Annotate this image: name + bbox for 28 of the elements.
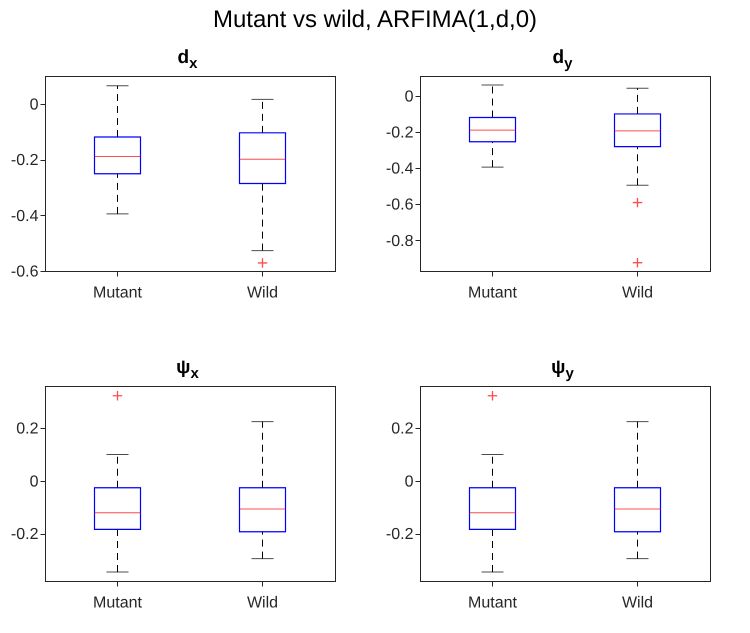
y-tick-label: 0 (404, 88, 414, 106)
y-tick-label: 0 (404, 473, 414, 490)
y-tick-label: 0 (30, 96, 39, 114)
y-tick-label: 0 (30, 473, 39, 490)
y-tick-label: -0.2 (10, 526, 39, 544)
y-tick-label: -0.2 (10, 152, 39, 170)
chart-title: d$_{y}$ (552, 46, 574, 74)
y-tick-label: -0.6 (10, 264, 39, 280)
chart-title: d$_{x}$ (176, 46, 198, 74)
x-tick-label: Wild (622, 284, 654, 302)
y-tick-label: -0.4 (10, 208, 39, 225)
y-tick-label: -0.2 (386, 124, 414, 142)
x-tick-label: Mutant (468, 594, 518, 612)
chart-title: ψ$_{x}$ (175, 356, 200, 384)
y-tick-label: -0.8 (386, 232, 414, 250)
chart-title: ψ$_{y}$ (550, 356, 575, 384)
y-tick-label: 0.2 (391, 420, 414, 438)
y-tick-label: -0.4 (386, 160, 414, 178)
x-tick-label: Mutant (93, 284, 143, 302)
x-tick-label: Wild (246, 284, 278, 302)
y-tick-label: -0.6 (386, 196, 414, 214)
x-tick-label: Wild (622, 594, 654, 612)
y-tick-label: -0.2 (386, 526, 414, 544)
x-tick-label: Wild (246, 594, 278, 612)
x-tick-label: Mutant (93, 594, 143, 612)
text: Mutant vs wild, ARFIMA(1,d,0) (212, 5, 538, 35)
x-tick-label: Mutant (468, 284, 518, 302)
y-tick-label: 0.2 (16, 420, 39, 438)
